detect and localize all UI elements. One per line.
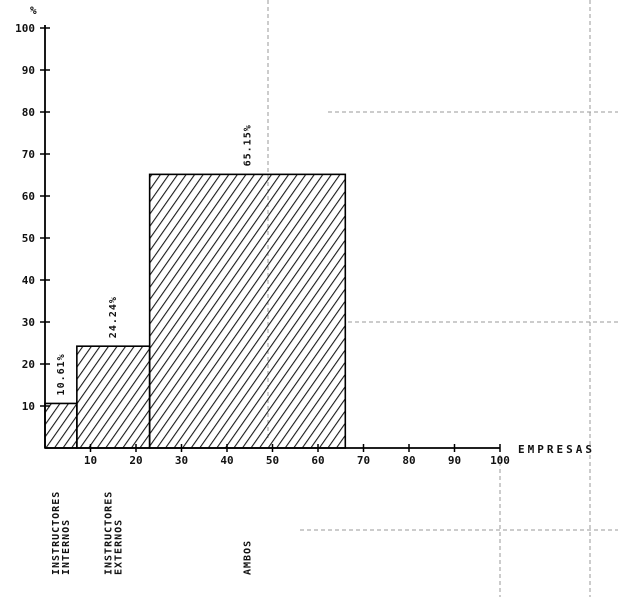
x-tick-label: 100 [490, 454, 510, 467]
y-axis-label: % [30, 4, 37, 17]
category-label: INSTRUCTORES [51, 491, 62, 575]
y-tick-label: 20 [22, 358, 35, 371]
bar [44, 402, 78, 449]
y-tick-label: 70 [22, 148, 35, 161]
x-tick-label: 30 [175, 454, 188, 467]
bar-value-label: 24.24% [108, 296, 119, 338]
y-tick-label: 90 [22, 64, 35, 77]
bar [148, 173, 347, 449]
y-tick-label: 40 [22, 274, 35, 287]
y-tick-label: 30 [22, 316, 35, 329]
x-tick-label: 10 [84, 454, 97, 467]
x-tick-label: 50 [266, 454, 279, 467]
y-tick-label: 80 [22, 106, 35, 119]
y-tick-label: 50 [22, 232, 35, 245]
bar-value-labels: 10.61% 24.24% 65.15% [56, 124, 254, 395]
bar-value-label: 10.61% [56, 353, 67, 395]
x-tick-label: 60 [311, 454, 324, 467]
x-tick-label: 90 [448, 454, 461, 467]
x-tick-label: 70 [357, 454, 370, 467]
y-axis-ticks: 10 20 30 40 50 60 70 80 90 100 [15, 22, 50, 413]
y-tick-label: 100 [15, 22, 35, 35]
x-axis-label: EMPRESAS [518, 443, 595, 456]
x-tick-label: 20 [129, 454, 142, 467]
x-tick-label: 40 [220, 454, 233, 467]
category-label: AMBOS [242, 540, 253, 575]
bar [76, 345, 151, 449]
category-label: EXTERNOS [113, 519, 124, 575]
category-label: INSTRUCTORES [103, 491, 114, 575]
category-labels: INSTRUCTORES INTERNOS INSTRUCTORES EXTERNOS… [51, 491, 254, 575]
category-label: INTERNOS [61, 519, 72, 575]
x-tick-label: 80 [402, 454, 415, 467]
bar-value-label: 65.15% [242, 124, 253, 166]
y-tick-label: 60 [22, 190, 35, 203]
bars-group [44, 173, 347, 449]
x-axis-ticks: 10 20 30 40 50 60 70 80 90 100 [84, 444, 510, 467]
y-tick-label: 10 [22, 400, 35, 413]
